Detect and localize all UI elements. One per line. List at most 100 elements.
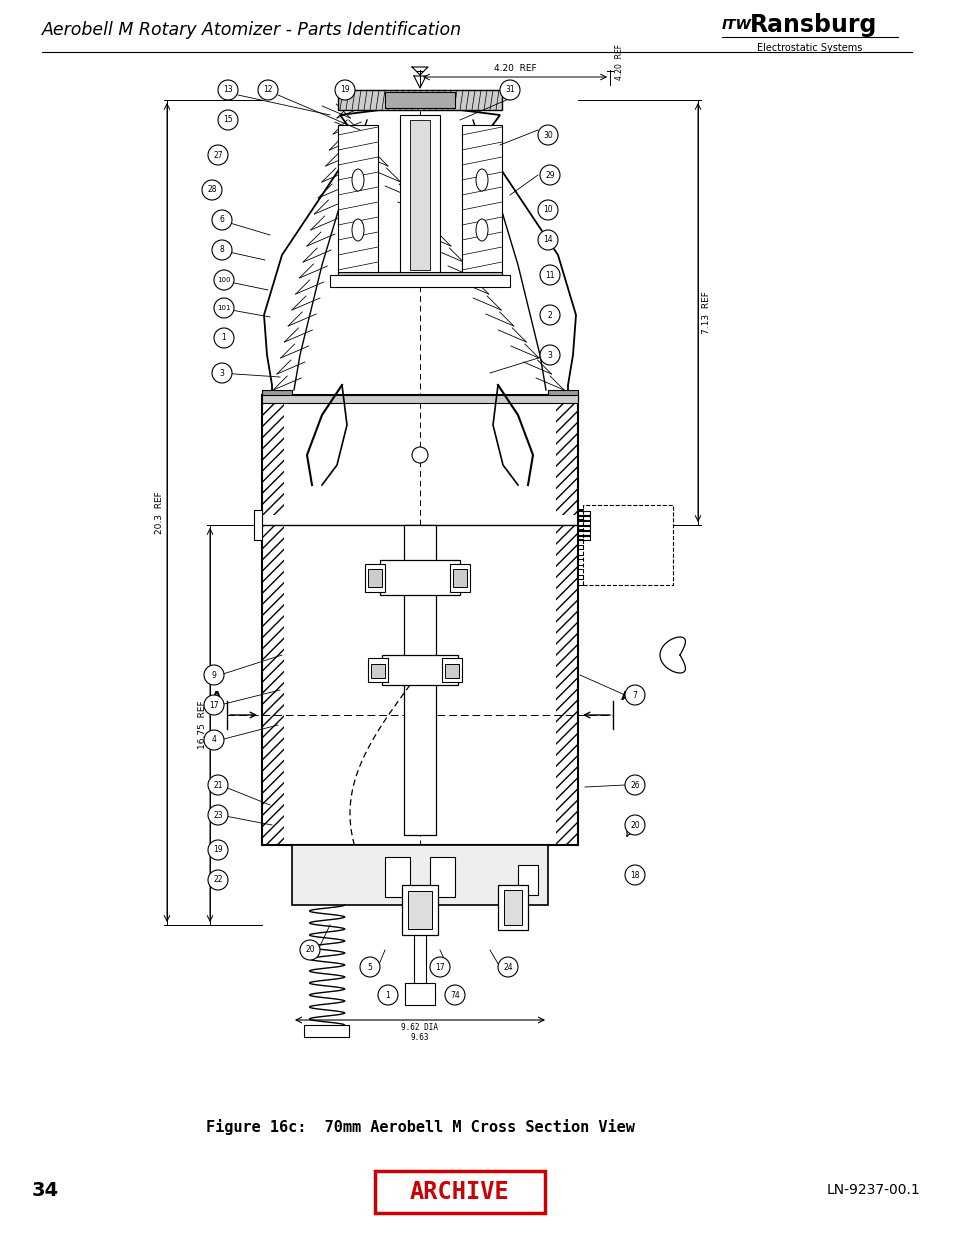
Bar: [262, 525, 284, 845]
Bar: [337, 125, 377, 275]
Circle shape: [499, 80, 519, 100]
Bar: [450, 564, 470, 592]
Circle shape: [537, 230, 558, 249]
Circle shape: [624, 815, 644, 835]
Text: 9.62 DIA
9.63: 9.62 DIA 9.63: [401, 1023, 438, 1042]
Circle shape: [213, 270, 233, 290]
Ellipse shape: [476, 219, 488, 241]
Text: 15: 15: [223, 116, 233, 125]
FancyBboxPatch shape: [375, 1171, 544, 1213]
Bar: [461, 125, 501, 275]
Bar: [444, 664, 458, 678]
Text: 20: 20: [305, 946, 314, 955]
Text: 18: 18: [630, 871, 639, 879]
Circle shape: [208, 805, 228, 825]
Text: 3: 3: [547, 351, 552, 359]
Circle shape: [218, 110, 237, 130]
Bar: [368, 569, 381, 587]
Text: Aerobell M Rotary Atomizer - Parts Identification: Aerobell M Rotary Atomizer - Parts Ident…: [42, 21, 461, 40]
Bar: [441, 658, 461, 682]
Text: 23: 23: [213, 810, 223, 820]
Bar: [304, 1025, 349, 1037]
Circle shape: [539, 266, 559, 285]
Bar: [262, 395, 578, 403]
Text: 1: 1: [221, 333, 226, 342]
Circle shape: [204, 664, 224, 685]
Circle shape: [257, 80, 277, 100]
Circle shape: [624, 685, 644, 705]
Bar: [399, 115, 439, 275]
Circle shape: [539, 345, 559, 366]
Bar: [262, 390, 292, 400]
Bar: [253, 510, 262, 540]
Circle shape: [359, 957, 379, 977]
Circle shape: [377, 986, 397, 1005]
Text: ITW: ITW: [721, 19, 751, 32]
Circle shape: [208, 869, 228, 890]
Circle shape: [335, 80, 355, 100]
Circle shape: [624, 776, 644, 795]
Text: Electrostatic Systems: Electrostatic Systems: [757, 43, 862, 53]
Bar: [556, 395, 578, 515]
Bar: [578, 510, 585, 540]
Text: 6: 6: [219, 215, 224, 225]
Circle shape: [624, 864, 644, 885]
Circle shape: [204, 695, 224, 715]
Ellipse shape: [352, 169, 364, 191]
Circle shape: [412, 447, 428, 463]
Text: 30: 30: [542, 131, 553, 140]
Circle shape: [213, 329, 233, 348]
Bar: [337, 90, 501, 110]
Text: A: A: [212, 690, 222, 704]
Bar: [582, 505, 672, 585]
Text: 22: 22: [213, 876, 222, 884]
Bar: [408, 890, 432, 929]
Text: 20.3  REF: 20.3 REF: [154, 492, 164, 535]
Text: 20: 20: [630, 820, 639, 830]
Circle shape: [202, 180, 222, 200]
Circle shape: [218, 80, 237, 100]
Text: 13: 13: [223, 85, 233, 95]
Text: 31: 31: [505, 85, 515, 95]
Circle shape: [299, 940, 319, 960]
Text: ARCHIVE: ARCHIVE: [410, 1179, 509, 1204]
Text: 11: 11: [545, 270, 554, 279]
Bar: [497, 885, 527, 930]
Bar: [410, 120, 430, 270]
Bar: [371, 664, 385, 678]
Bar: [292, 845, 547, 905]
Text: 27: 27: [213, 151, 223, 159]
Circle shape: [213, 298, 233, 317]
Text: 4: 4: [212, 736, 216, 745]
Circle shape: [430, 957, 450, 977]
Circle shape: [212, 240, 232, 261]
Bar: [403, 525, 436, 835]
Bar: [556, 525, 578, 845]
Circle shape: [208, 776, 228, 795]
Bar: [430, 857, 455, 897]
Text: 24: 24: [502, 962, 513, 972]
Text: 4.20  REF: 4.20 REF: [493, 64, 536, 73]
Bar: [381, 655, 457, 685]
Text: Figure 16c:  70mm Aerobell M Cross Section View: Figure 16c: 70mm Aerobell M Cross Sectio…: [205, 1119, 634, 1135]
Text: 21: 21: [213, 781, 222, 789]
Bar: [414, 925, 426, 986]
Bar: [517, 864, 537, 895]
Text: 4.20  REF: 4.20 REF: [615, 44, 623, 80]
Text: 28: 28: [207, 185, 216, 194]
Circle shape: [204, 730, 224, 750]
Circle shape: [208, 840, 228, 860]
Text: 14: 14: [542, 236, 552, 245]
Bar: [330, 275, 510, 287]
Circle shape: [539, 165, 559, 185]
Text: 100: 100: [217, 277, 231, 283]
Text: 3: 3: [219, 368, 224, 378]
Circle shape: [497, 957, 517, 977]
Text: 101: 101: [217, 305, 231, 311]
Bar: [262, 395, 578, 845]
Text: 29: 29: [544, 170, 555, 179]
Text: 12: 12: [263, 85, 273, 95]
Bar: [337, 272, 501, 280]
Bar: [401, 885, 437, 935]
Circle shape: [537, 125, 558, 144]
